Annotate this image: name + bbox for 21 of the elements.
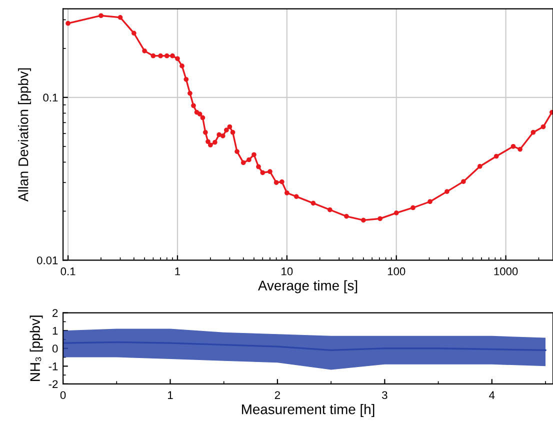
x-tick-label: 3 <box>382 391 388 400</box>
x-tick-label: 0 <box>60 391 66 400</box>
y-tick-label: 1 <box>52 326 58 335</box>
x-tick-label: 1000 <box>494 267 518 276</box>
x-tick-label: 1 <box>168 391 173 399</box>
y-tick-label: -1 <box>48 362 58 370</box>
y-tick-label: -2 <box>48 380 58 388</box>
x-tick-label: 100 <box>388 267 406 276</box>
x-tick-label: 0.1 <box>60 267 76 276</box>
x-tick-label: 10 <box>282 267 293 276</box>
x-axis-title: Measurement time [h] <box>242 404 374 417</box>
x-tick-label: 1 <box>175 268 180 276</box>
y-tick-label: 2 <box>52 309 58 317</box>
y-tick-label: 0 <box>52 344 58 353</box>
y-tick-label: 0.01 <box>36 256 58 264</box>
x-tick-label: 2 <box>274 391 280 399</box>
x-axis-title: Average time [s] <box>258 280 358 294</box>
y-axis-title: Allan Deviation [ppbv] <box>18 68 31 202</box>
y-tick-label: 0.1 <box>43 94 58 102</box>
x-tick-label: 4 <box>489 391 495 399</box>
y-axis-title: NH₃ [ppbv] <box>30 316 43 381</box>
